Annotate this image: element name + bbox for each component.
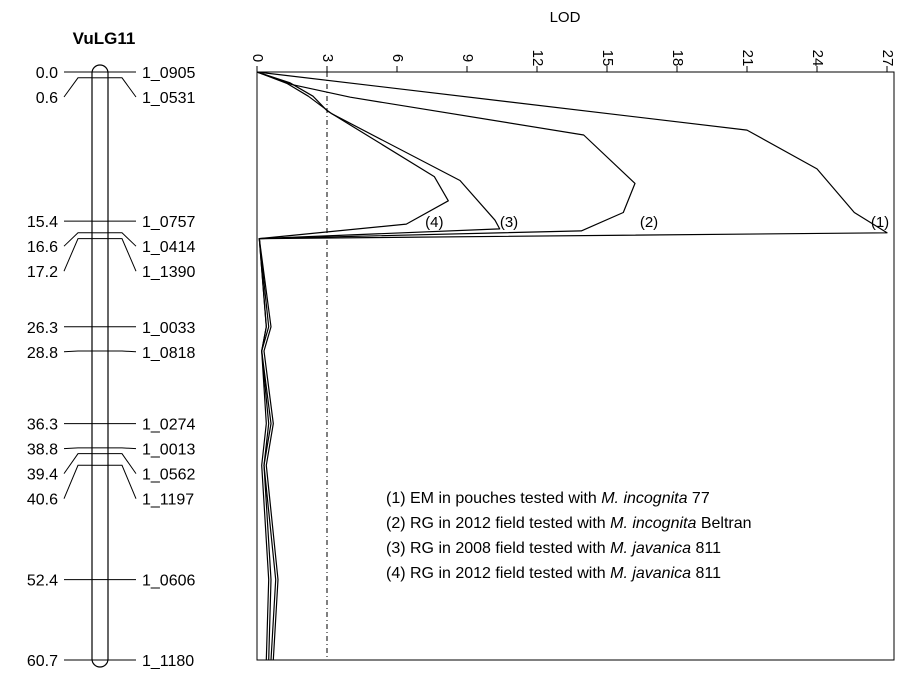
x-tick-label: 21 (739, 50, 756, 67)
marker-name-label: 1_1180 (142, 653, 194, 670)
marker-name-label: 1_0818 (142, 345, 195, 362)
x-tick-label: 12 (529, 50, 546, 67)
legend: (1) EM in pouches tested with M. incogni… (386, 486, 752, 586)
marker-position-label: 26.3 (27, 320, 58, 337)
lod-plot: 0 3 6 9 12 15 18 21 24 27 (1) (2) (3) (4) (249, 50, 896, 661)
marker-left-connector (63, 238, 92, 272)
curve-label-3: (3) (500, 214, 518, 231)
legend-item-1: (1) EM in pouches tested with M. incogni… (386, 490, 710, 507)
marker-name-label: 1_0414 (142, 239, 195, 256)
marker-name-label: 1_1390 (142, 264, 195, 281)
marker-left-connector (63, 464, 92, 499)
marker-position-label: 60.7 (27, 653, 58, 670)
x-tick-label: 3 (319, 54, 336, 62)
linkage-map: 0.0 1_0905 0.6 1_0531 15.4 1_0757 16.6 1_0414 17… (27, 64, 195, 670)
marker-right-connector (108, 238, 137, 272)
marker-right-connector (108, 232, 137, 247)
marker-position-label: 0.6 (36, 90, 58, 107)
marker-name-label: 1_0013 (142, 442, 195, 459)
series-line-3 (256, 71, 501, 661)
marker-right-connector (108, 453, 137, 474)
legend-item-4: (4) RG in 2012 field tested with M. java… (386, 565, 721, 582)
marker-right-connector (108, 77, 137, 98)
marker-right-connector (108, 464, 137, 499)
marker-position-label: 36.3 (27, 417, 58, 434)
x-axis-label: LOD (550, 9, 581, 26)
marker-name-label: 1_1197 (142, 492, 194, 509)
marker-name-label: 1_0033 (142, 320, 195, 337)
x-tick-label: 9 (459, 54, 476, 62)
marker-left-connector (63, 350, 92, 353)
marker-right-connector (108, 447, 137, 450)
marker-name-label: 1_0606 (142, 573, 195, 590)
marker-position-label: 17.2 (27, 264, 58, 281)
curve-label-2: (2) (640, 214, 658, 231)
legend-item-2: (2) RG in 2012 field tested with M. inco… (386, 515, 752, 532)
marker-left-connector (63, 77, 92, 98)
marker-left-connector (63, 453, 92, 474)
x-tick-label: 0 (249, 54, 266, 62)
x-tick-label: 6 (389, 54, 406, 62)
x-tick-label: 15 (599, 50, 616, 67)
marker-position-label: 52.4 (27, 573, 58, 590)
plot-frame (256, 71, 895, 661)
marker-left-connector (63, 447, 92, 450)
marker-name-label: 1_0562 (142, 467, 195, 484)
marker-position-label: 28.8 (27, 345, 58, 362)
marker-right-connector (108, 350, 137, 353)
marker-position-label: 16.6 (27, 239, 58, 256)
marker-position-label: 40.6 (27, 492, 58, 509)
x-tick-label: 18 (669, 50, 686, 67)
marker-name-label: 1_0905 (142, 65, 195, 82)
linkage-group-title: VuLG11 (73, 29, 136, 48)
marker-position-label: 38.8 (27, 442, 58, 459)
series-line-2 (256, 71, 636, 661)
chromosome-bar (91, 64, 109, 668)
marker-name-label: 1_0531 (142, 90, 195, 107)
marker-position-label: 15.4 (27, 214, 58, 231)
curve-label-4: (4) (425, 214, 443, 231)
x-tick-label: 27 (879, 50, 896, 67)
marker-position-label: 0.0 (36, 65, 58, 82)
marker-position-label: 39.4 (27, 467, 58, 484)
marker-left-connector (63, 232, 92, 247)
curve-label-1: (1) (871, 214, 889, 231)
marker-name-label: 1_0274 (142, 417, 195, 434)
series-line-4 (256, 71, 449, 661)
legend-item-3: (3) RG in 2008 field tested with M. java… (386, 540, 721, 557)
marker-name-label: 1_0757 (142, 214, 195, 231)
x-tick-label: 24 (809, 50, 826, 67)
